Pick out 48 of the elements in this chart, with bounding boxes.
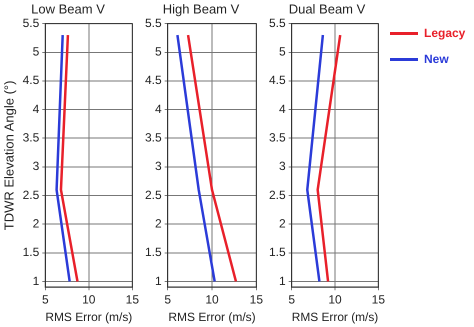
chart-title: Low Beam V: [31, 1, 106, 16]
y-tick-label: 2.5: [144, 188, 162, 202]
chart-title: Dual Beam V: [288, 1, 366, 16]
chart-title: High Beam V: [162, 1, 240, 16]
x-axis-title: RMS Error (m/s): [45, 310, 132, 324]
y-tick-label: 1.5: [22, 245, 40, 260]
y-tick-label: 4: [278, 102, 286, 116]
y-tick-label: 4: [154, 102, 162, 116]
y-tick-label: 5.5: [22, 16, 40, 30]
y-tick-label: 1: [278, 274, 286, 288]
y-tick-label: 1.5: [144, 245, 162, 260]
y-tick-label: 3: [278, 159, 286, 174]
x-tick-label: 10: [82, 292, 96, 307]
y-tick-label: 5: [278, 44, 286, 59]
legend-label: New: [424, 52, 449, 66]
y-tick-label: 5: [32, 44, 40, 59]
y-tick-label: 5.5: [268, 16, 286, 30]
y-tick-label: 5.5: [144, 16, 162, 30]
y-tick-label: 3: [154, 159, 162, 174]
y-tick-label: 2.5: [268, 188, 286, 202]
y-tick-label: 4: [32, 102, 40, 116]
y-tick-label: 2: [278, 216, 286, 230]
x-tick-label: 5: [42, 292, 49, 307]
x-tick-label: 15: [126, 292, 140, 307]
y-tick-label: 3.5: [268, 130, 286, 145]
y-tick-label: 5: [154, 44, 162, 59]
y-tick-label: 4.5: [144, 73, 162, 88]
y-tick-label: 2: [32, 216, 40, 230]
legend-label: Legacy: [424, 26, 466, 40]
y-tick-label: 4.5: [268, 73, 286, 88]
x-axis-title: RMS Error (m/s): [292, 310, 378, 324]
y-tick-label: 3: [32, 159, 40, 174]
y-tick-label: 1.5: [268, 245, 286, 260]
x-tick-label: 15: [372, 292, 386, 307]
x-tick-label: 15: [250, 292, 264, 307]
x-tick-label: 5: [164, 292, 172, 307]
y-axis-title: TDWR Elevation Angle (°): [1, 80, 16, 230]
x-tick-label: 5: [288, 292, 296, 307]
y-tick-label: 1: [154, 274, 162, 288]
x-axis-title: RMS Error (m/s): [168, 310, 256, 324]
x-tick-label: 10: [205, 292, 219, 307]
y-tick-label: 4.5: [22, 73, 40, 88]
y-tick-label: 2.5: [22, 188, 40, 202]
y-tick-label: 3.5: [22, 130, 40, 145]
x-tick-label: 10: [328, 292, 342, 307]
y-tick-label: 2: [154, 216, 162, 230]
y-tick-label: 3.5: [144, 130, 162, 145]
y-tick-label: 1: [32, 274, 40, 288]
